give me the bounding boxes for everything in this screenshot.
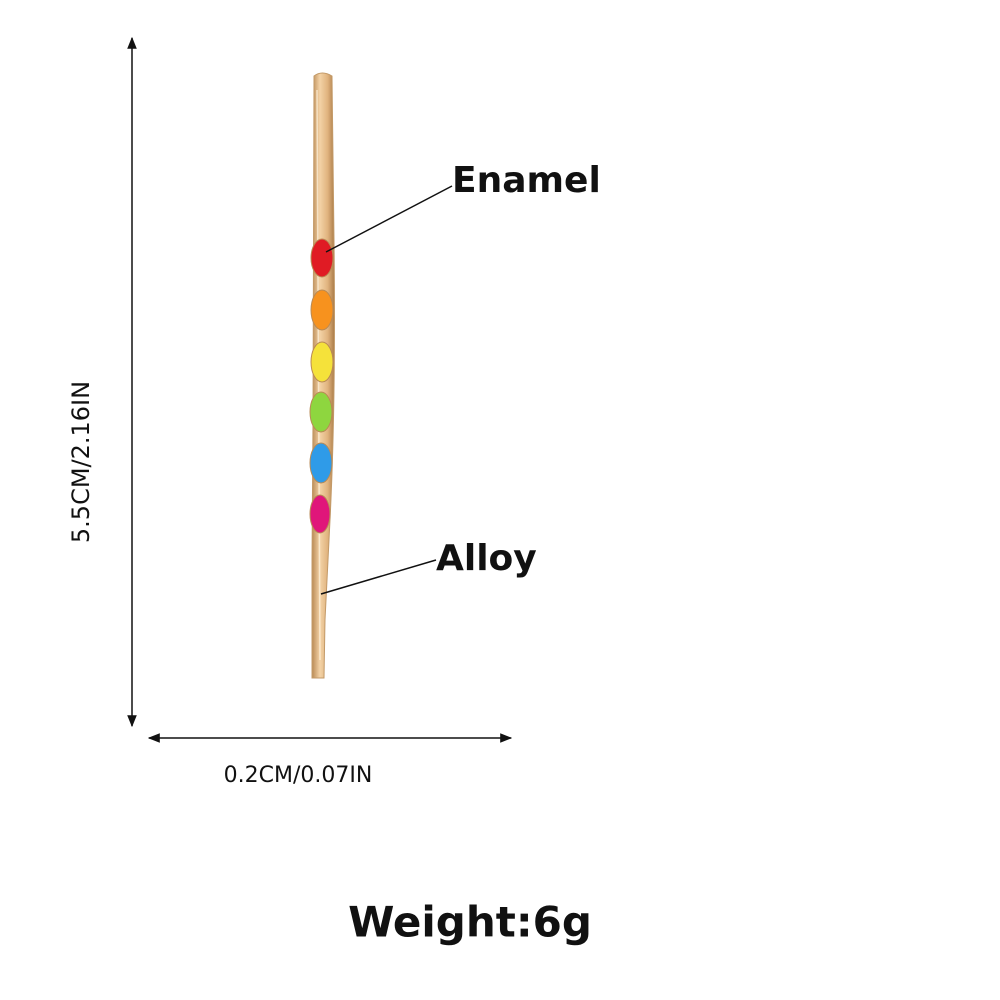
width-label: 0.2CM/0.07IN — [224, 763, 373, 788]
hairpin — [309, 72, 335, 679]
alloy-leader — [320, 559, 437, 595]
enamel-leader — [325, 185, 453, 253]
height-label: 5.5CM/2.16IN — [67, 381, 95, 543]
alloy-label: Alloy — [436, 538, 537, 579]
enamel-label: Enamel — [452, 160, 601, 201]
weight: Weight:6g — [348, 898, 592, 947]
